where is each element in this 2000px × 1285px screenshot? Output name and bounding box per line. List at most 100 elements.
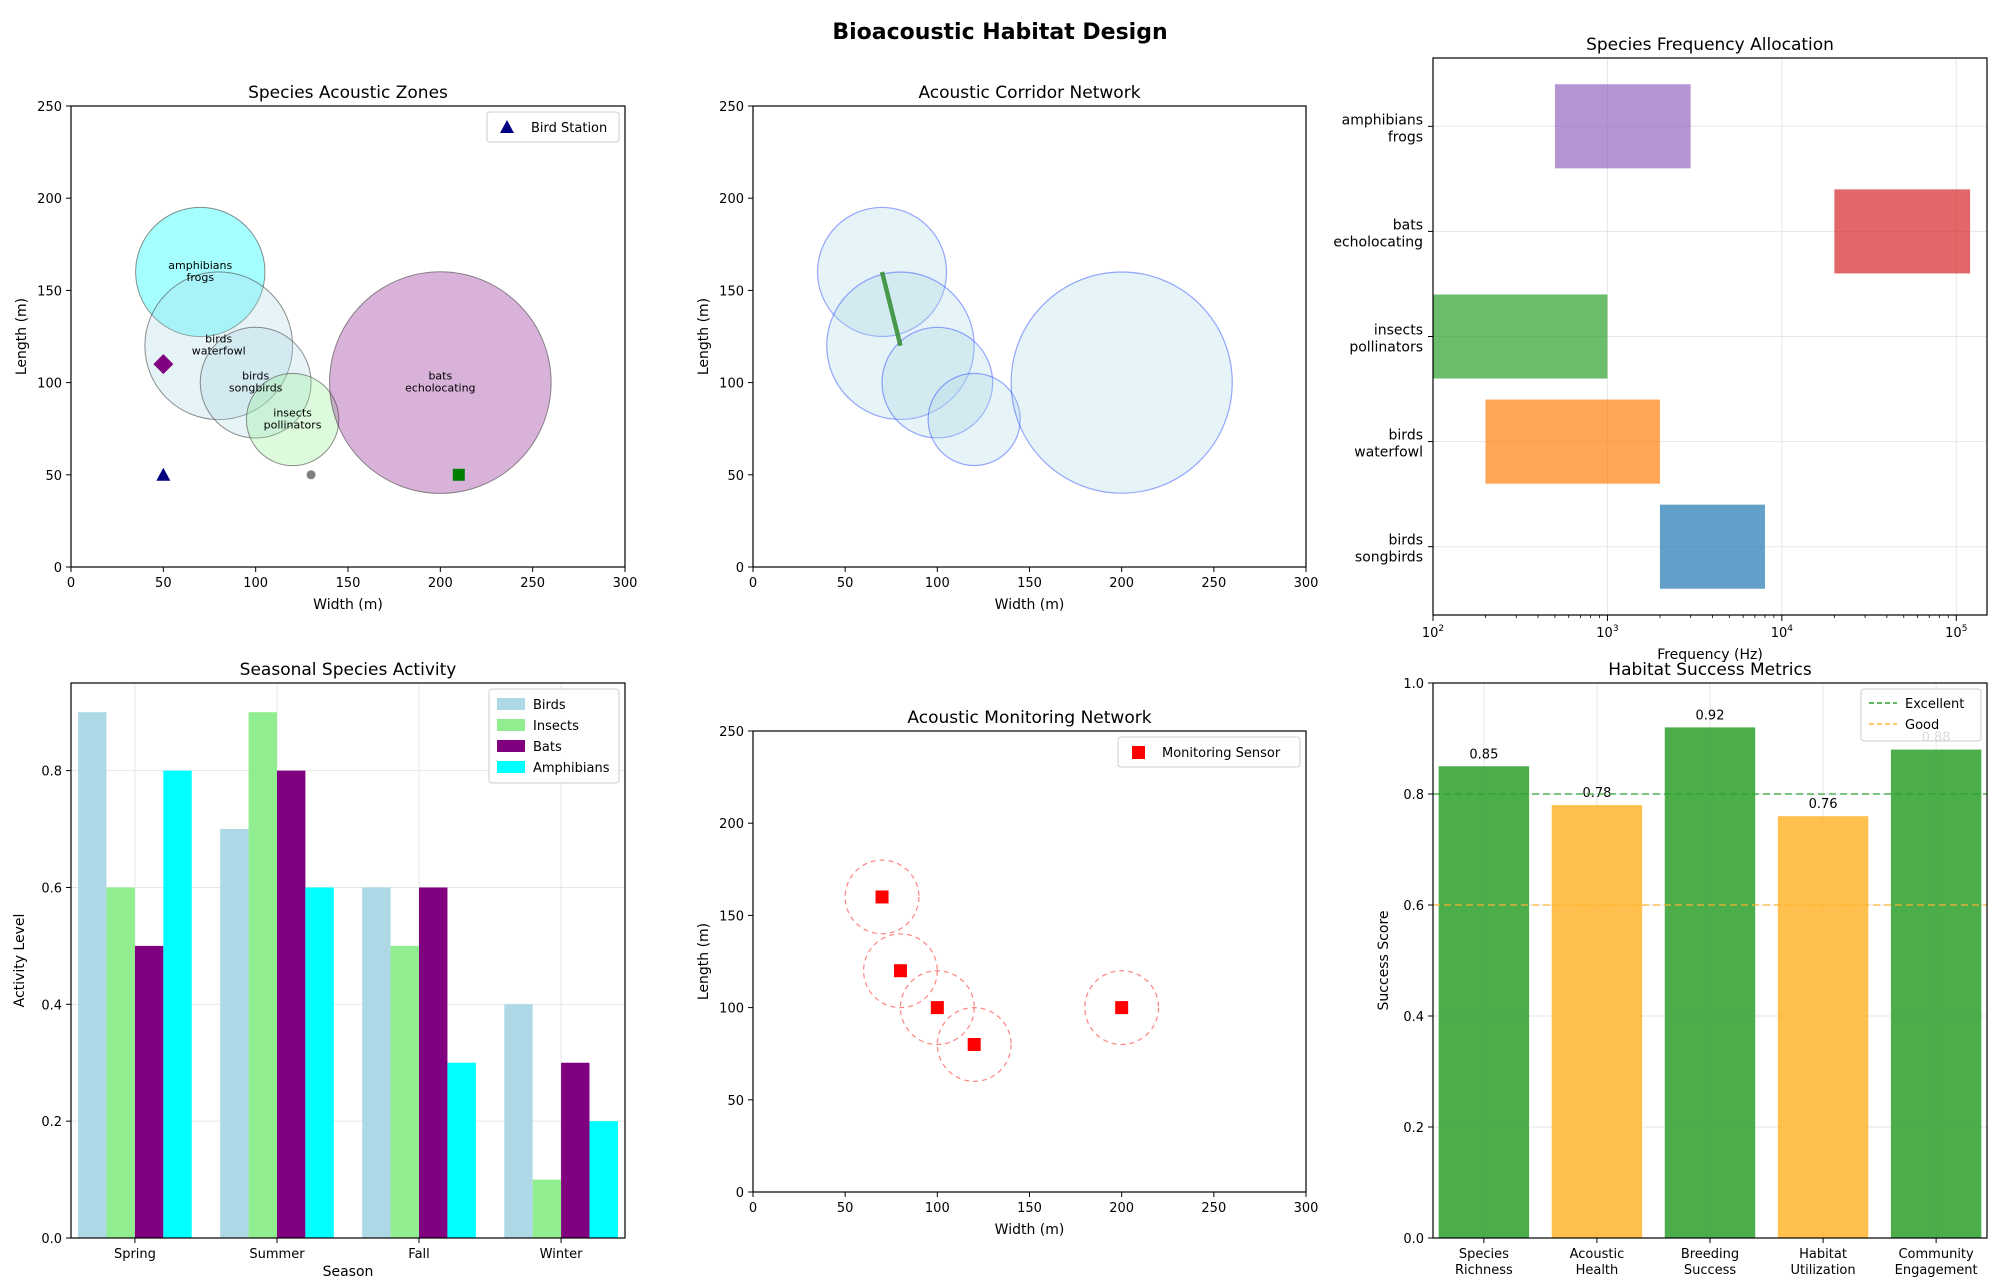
y-tick-label: 100: [37, 377, 62, 392]
y-axis-label: Success Score: [1376, 910, 1392, 1010]
chart-title: Acoustic Monitoring Network: [907, 708, 1151, 728]
legend-swatch: [497, 740, 525, 752]
coverage-circle: [936, 1007, 1012, 1082]
y-tick-label: 150: [719, 909, 744, 924]
y-tick-label: 0.4: [1403, 1010, 1424, 1025]
tick-exponent: 4: [1787, 624, 1793, 634]
metrics-frame: [1432, 682, 1988, 1239]
x-tick-label: Breeding: [1681, 1247, 1739, 1262]
monitoring-frame: [752, 730, 1307, 1193]
tick-base: 10: [1596, 626, 1613, 641]
legend-label: Bird Station: [531, 121, 607, 136]
y-tick-label: 0: [736, 1186, 744, 1201]
coverage-circle: [844, 859, 920, 935]
y-tick-label: echolocating: [1333, 234, 1423, 250]
bar-amphibians: [589, 1121, 618, 1238]
legend-marker: [500, 120, 514, 133]
zone-circle: [144, 271, 294, 421]
x-tick-label: 0: [749, 576, 757, 591]
y-tick-label: 0.8: [41, 765, 62, 780]
x-tick-label: 102: [1422, 624, 1444, 641]
y-tick-label: 150: [37, 284, 62, 299]
y-tick-label: waterfowl: [1354, 445, 1423, 461]
y-tick-label: 200: [719, 192, 744, 207]
zone-label: songbirds: [229, 382, 283, 395]
chart-title: Habitat Success Metrics: [1608, 660, 1812, 680]
x-tick-label: 250: [520, 576, 545, 591]
sensor-marker: [1115, 1001, 1129, 1015]
bar-amphibians: [305, 887, 334, 1238]
bar-birds: [362, 887, 391, 1238]
zone-circle: [135, 206, 266, 338]
chart-title: Seasonal Species Activity: [240, 660, 457, 680]
y-axis-label: Length (m): [696, 923, 712, 1000]
y-tick-label: songbirds: [1355, 550, 1423, 566]
x-tick-label: 200: [428, 576, 453, 591]
tick-base: 10: [1422, 626, 1439, 641]
x-tick-label: 50: [155, 576, 172, 591]
legend-swatch: [497, 698, 525, 710]
legend-box: [486, 111, 620, 143]
corridor-frame: [752, 105, 1307, 568]
x-tick-label: Winter: [540, 1247, 584, 1262]
x-axis-label: Width (m): [313, 597, 383, 613]
legend-swatch: [497, 761, 525, 773]
zones-frame: [70, 105, 626, 568]
zone-label: bats: [428, 370, 452, 383]
bar-value-label: 0.92: [1696, 708, 1725, 723]
y-tick-label: 0.0: [41, 1232, 62, 1247]
y-tick-label: 250: [37, 100, 62, 115]
bar-insects: [248, 712, 277, 1238]
y-tick-label: birds: [1389, 533, 1423, 549]
legend-label: Bats: [533, 740, 562, 755]
y-axis-label: Length (m): [14, 298, 30, 375]
bar-amphibians: [447, 1062, 476, 1238]
legend-label: Birds: [533, 698, 566, 713]
zone-circle: [329, 271, 552, 494]
x-tick-label: 104: [1771, 624, 1794, 641]
y-tick-label: 250: [719, 100, 744, 115]
habitat-circle: [1010, 271, 1233, 494]
bar-bats: [134, 945, 164, 1238]
x-tick-label: 50: [837, 1201, 854, 1216]
bar-bats: [419, 887, 448, 1238]
y-tick-label: 100: [719, 1002, 744, 1017]
x-tick-label: 300: [1294, 576, 1319, 591]
y-tick-label: 0: [736, 561, 744, 576]
y-tick-label: 50: [727, 469, 744, 484]
x-tick-label: 50: [837, 576, 854, 591]
x-tick-label: 0: [67, 576, 75, 591]
metric-bar: [1890, 749, 1982, 1238]
diamond-marker: [153, 354, 174, 375]
x-tick-label: 250: [1201, 576, 1226, 591]
legend-swatch: [497, 719, 525, 731]
y-tick-label: 0.4: [41, 998, 62, 1013]
y-tick-label: 250: [719, 725, 744, 740]
bar-insects: [390, 945, 420, 1238]
plot-area: [753, 106, 1306, 567]
x-tick-label: 100: [925, 576, 950, 591]
x-tick-label: Habitat: [1799, 1247, 1847, 1262]
coverage-circle: [1084, 970, 1160, 1046]
zone-circle: [199, 326, 312, 439]
x-tick-label: Summer: [249, 1247, 305, 1262]
zone-label: birds: [205, 333, 232, 346]
y-tick-label: 100: [719, 377, 744, 392]
y-tick-label: 0: [54, 561, 62, 576]
x-axis-label: Frequency (Hz): [1657, 647, 1763, 663]
zone-label: echolocating: [405, 382, 475, 395]
zone-label: insects: [273, 406, 312, 419]
y-tick-label: 1.0: [1403, 677, 1424, 692]
x-axis-label: Width (m): [995, 1222, 1065, 1238]
zone-label: frogs: [186, 271, 214, 284]
bar-bats: [561, 1062, 590, 1238]
plot-area: [71, 106, 625, 567]
tick-exponent: 2: [1438, 624, 1444, 634]
zone-label: waterfowl: [192, 345, 246, 358]
x-tick-label: Success: [1684, 1263, 1737, 1278]
x-tick-label: Community: [1898, 1247, 1974, 1262]
chart-title: Acoustic Corridor Network: [918, 83, 1140, 103]
y-tick-label: pollinators: [1349, 340, 1423, 356]
metric-bar: [1664, 727, 1756, 1238]
